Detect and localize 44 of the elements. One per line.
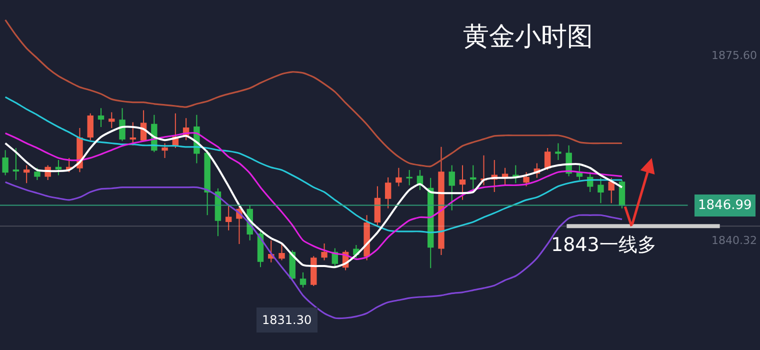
candlestick bbox=[396, 167, 402, 187]
candlestick bbox=[502, 167, 508, 186]
line-series bbox=[4, 19, 623, 168]
candlestick bbox=[108, 112, 115, 129]
line-series bbox=[4, 96, 623, 234]
candlestick bbox=[278, 242, 285, 261]
candlestick bbox=[225, 204, 232, 231]
text: 黄金小时图 bbox=[463, 22, 593, 52]
candlestick bbox=[555, 142, 562, 161]
candlestick bbox=[364, 214, 370, 261]
candlestick bbox=[416, 170, 424, 190]
ref-line-label: 1846.99 bbox=[698, 198, 752, 213]
candlestick bbox=[55, 160, 62, 176]
candlestick bbox=[300, 272, 306, 288]
candlestick bbox=[87, 112, 94, 141]
candlestick bbox=[384, 176, 392, 209]
candlestick bbox=[12, 147, 20, 180]
candlestick bbox=[374, 186, 381, 226]
candlestick bbox=[459, 164, 466, 200]
candlestick bbox=[119, 108, 126, 142]
candlestick bbox=[523, 172, 530, 187]
candlestick bbox=[576, 164, 583, 180]
candlestick bbox=[204, 150, 210, 216]
ref-line-label: 1843一线多 bbox=[551, 234, 656, 256]
candlestick bbox=[214, 188, 222, 237]
candlestick bbox=[98, 108, 104, 128]
candlestick bbox=[512, 164, 519, 184]
candlestick bbox=[470, 164, 476, 190]
candlestick bbox=[310, 256, 317, 286]
candlestick bbox=[130, 122, 136, 146]
candlestick bbox=[406, 170, 412, 186]
candlestick bbox=[34, 167, 40, 180]
candlestick bbox=[23, 164, 30, 184]
annotation: 1831.30 bbox=[262, 313, 312, 327]
candlestick bbox=[480, 154, 487, 186]
candlestick bbox=[544, 147, 551, 171]
y-tick-label: 1840.32 bbox=[712, 234, 757, 248]
candlestick bbox=[2, 150, 8, 176]
candlestick bbox=[608, 177, 614, 204]
candlestick bbox=[598, 177, 604, 204]
candlestick bbox=[448, 164, 455, 211]
candlestick bbox=[162, 142, 168, 158]
y-tick-label: 1875.60 bbox=[712, 48, 757, 62]
candlestick bbox=[321, 242, 328, 261]
